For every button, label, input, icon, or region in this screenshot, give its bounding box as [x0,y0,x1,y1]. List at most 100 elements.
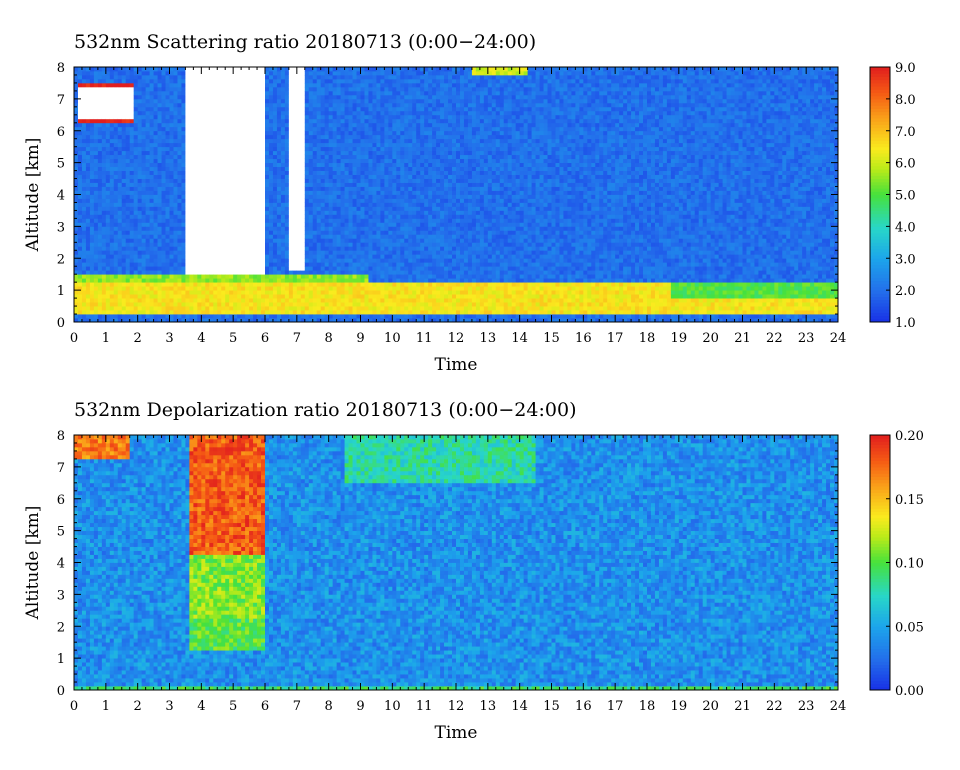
heatmap-cell [106,230,110,234]
heatmap-cell [122,179,126,183]
heatmap-cell [130,278,134,282]
heatmap-cell [146,294,150,298]
heatmap-cell [142,167,146,171]
heatmap-cell [74,155,78,159]
heatmap-cell [86,314,90,318]
heatmap-cell [74,195,78,199]
heatmap-cell [82,143,86,147]
heatmap-cell [78,187,82,191]
heatmap-cell [166,274,170,278]
heatmap-cell [138,274,142,278]
heatmap-cell [158,79,162,83]
heatmap-cell [122,302,126,306]
heatmap-cell [138,282,142,286]
heatmap-cell [122,202,126,206]
heatmap-cell [106,294,110,298]
heatmap-cell [118,99,122,103]
heatmap-cell [122,314,126,318]
heatmap-cell [106,139,110,143]
heatmap-cell [158,214,162,218]
heatmap-cell [142,290,146,294]
heatmap-cell [142,147,146,151]
heatmap-cell [162,226,166,230]
heatmap-cell [110,159,114,163]
heatmap-cell [158,139,162,143]
heatmap-cell [74,147,78,151]
heatmap-cell [126,191,130,195]
heatmap-cell [134,179,138,183]
heatmap-cell [86,202,90,206]
heatmap-cell [94,87,98,91]
heatmap-cell [110,198,114,202]
heatmap-cell [94,218,98,222]
heatmap-cell [90,258,94,262]
heatmap-cell [114,171,118,175]
heatmap-cell [74,83,78,87]
heatmap-cell [162,278,166,282]
heatmap-cell [90,222,94,226]
heatmap-cell [102,123,106,127]
heatmap-cell [110,71,114,75]
heatmap-cell [142,254,146,258]
heatmap-cell [82,294,86,298]
heatmap-cell [138,218,142,222]
heatmap-cell [90,314,94,318]
heatmap-cell [158,91,162,95]
heatmap-cell [86,111,90,115]
heatmap-cell [150,286,154,290]
heatmap-cell [122,87,126,91]
heatmap-cell [134,187,138,191]
heatmap-cell [130,191,134,195]
heatmap-cell [94,83,98,87]
heatmap-cell [126,179,130,183]
heatmap-cell [118,179,122,183]
heatmap-cell [78,314,82,318]
heatmap-cell [118,187,122,191]
heatmap-cell [102,87,106,91]
heatmap-cell [94,123,98,127]
heatmap-cell [134,151,138,155]
heatmap-cell [142,218,146,222]
heatmap-cell [74,274,78,278]
heatmap-cell [98,310,102,314]
heatmap-cell [126,266,130,270]
heatmap-cell [78,111,82,115]
heatmap-cell [74,210,78,214]
heatmap-cell [98,274,102,278]
heatmap-cell [82,198,86,202]
heatmap-cell [102,183,106,187]
heatmap-cell [162,139,166,143]
heatmap-cell [86,254,90,258]
heatmap-cell [142,266,146,270]
heatmap-cell [122,306,126,310]
heatmap-cell [166,195,170,199]
heatmap-cell [126,195,130,199]
heatmap-cell [122,290,126,294]
heatmap-cell [78,246,82,250]
heatmap-cell [142,75,146,79]
heatmap-cell [110,270,114,274]
heatmap-cell [154,127,158,131]
heatmap-cell [106,198,110,202]
heatmap-cell [74,67,78,71]
heatmap-cell [118,175,122,179]
heatmap-cell [146,266,150,270]
heatmap-cell [102,75,106,79]
heatmap-cell [154,75,158,79]
heatmap-cell [110,171,114,175]
heatmap-cell [94,302,98,306]
heatmap-cell [154,83,158,87]
heatmap-cell [138,314,142,318]
heatmap-cell [126,131,130,135]
heatmap-cell [142,206,146,210]
heatmap-cell [150,183,154,187]
heatmap-cell [158,206,162,210]
heatmap-cell [150,127,154,131]
heatmap-cell [94,115,98,119]
heatmap-cell [126,230,130,234]
heatmap-cell [142,187,146,191]
heatmap-cell [98,282,102,286]
heatmap-cell [98,179,102,183]
heatmap-cell [126,163,130,167]
heatmap-cell [98,198,102,202]
